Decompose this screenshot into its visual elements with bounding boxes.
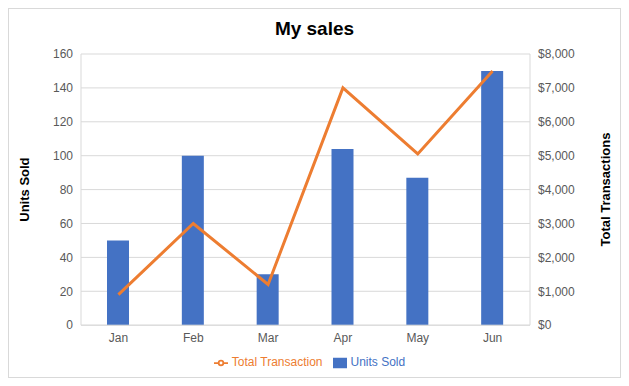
svg-text:May: May (406, 331, 429, 345)
svg-text:Units Sold: Units Sold (17, 157, 32, 221)
html-text:My sales: My sales (274, 18, 355, 39)
svg-text:$7,000: $7,000 (538, 81, 575, 95)
svg-text:$5,000: $5,000 (538, 149, 575, 163)
svg-text:Apr: Apr (334, 331, 353, 345)
html-text:Units Sold: Units Sold (350, 355, 406, 370)
svg-text:$3,000: $3,000 (538, 217, 575, 231)
svg-text:Mar: Mar (258, 331, 279, 345)
svg-text:140: 140 (53, 81, 73, 95)
svg-text:$2,000: $2,000 (538, 251, 575, 265)
html-text:Total Transaction: Total Transaction (231, 355, 323, 370)
svg-text:120: 120 (53, 115, 73, 129)
svg-text:40: 40 (60, 251, 74, 265)
svg-text:Total Transactions: Total Transactions (598, 133, 613, 247)
svg-text:Feb: Feb (183, 331, 204, 345)
svg-text:20: 20 (60, 285, 74, 299)
svg-text:100: 100 (53, 149, 73, 163)
svg-text:$1,000: $1,000 (538, 285, 575, 299)
svg-text:Jan: Jan (109, 331, 128, 345)
svg-text:$0: $0 (538, 318, 552, 332)
svg-text:160: 160 (53, 49, 73, 61)
svg-text:60: 60 (60, 217, 74, 231)
svg-text:Jun: Jun (483, 331, 502, 345)
svg-text:0: 0 (66, 318, 73, 332)
svg-text:$4,000: $4,000 (538, 183, 575, 197)
svg-text:$6,000: $6,000 (538, 115, 575, 129)
svg-text:$8,000: $8,000 (538, 49, 575, 61)
svg-text:80: 80 (60, 183, 74, 197)
